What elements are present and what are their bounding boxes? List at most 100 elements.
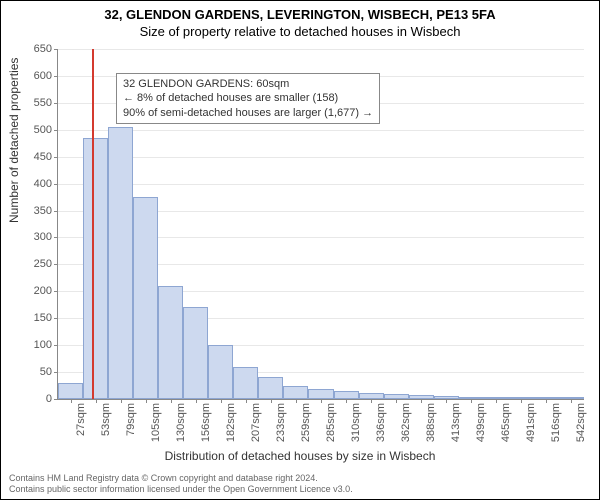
y-tick-label: 400 (8, 178, 52, 190)
x-tick (321, 399, 322, 403)
y-tick (54, 157, 58, 158)
x-tick (221, 399, 222, 403)
y-tick (54, 399, 58, 400)
y-tick (54, 237, 58, 238)
y-tick (54, 103, 58, 104)
y-tick (54, 372, 58, 373)
x-tick (396, 399, 397, 403)
x-tick (421, 399, 422, 403)
gridline (58, 130, 584, 131)
footer: Contains HM Land Registry data © Crown c… (9, 473, 353, 495)
x-tick (446, 399, 447, 403)
histogram-bar (233, 367, 258, 399)
x-tick (296, 399, 297, 403)
title-line-2: Size of property relative to detached ho… (1, 24, 599, 39)
x-tick (121, 399, 122, 403)
x-tick-label: 182sqm (225, 403, 237, 442)
x-tick (271, 399, 272, 403)
annotation-line-3: 90% of semi-detached houses are larger (… (123, 106, 373, 120)
footer-line-1: Contains HM Land Registry data © Crown c… (9, 473, 353, 484)
chart-area: 0501001502002503003504004505005506006502… (57, 49, 583, 399)
x-tick-label: 439sqm (475, 403, 487, 442)
chart-container: 32, GLENDON GARDENS, LEVERINGTON, WISBEC… (0, 0, 600, 500)
x-tick-label: 27sqm (75, 403, 87, 436)
y-tick-label: 450 (8, 151, 52, 163)
x-tick-label: 285sqm (325, 403, 337, 442)
x-tick-label: 79sqm (125, 403, 137, 436)
x-tick (371, 399, 372, 403)
x-tick-label: 207sqm (250, 403, 262, 442)
x-tick-label: 259sqm (300, 403, 312, 442)
x-tick (471, 399, 472, 403)
y-axis-label: Number of detached properties (7, 58, 21, 223)
x-tick (196, 399, 197, 403)
x-tick-label: 310sqm (350, 403, 362, 442)
x-tick (546, 399, 547, 403)
histogram-bar (58, 383, 83, 399)
histogram-bar (183, 307, 208, 399)
y-tick (54, 264, 58, 265)
y-tick-label: 50 (8, 366, 52, 378)
y-tick-label: 250 (8, 258, 52, 270)
gridline (58, 157, 584, 158)
y-tick-label: 100 (8, 339, 52, 351)
x-tick-label: 130sqm (175, 403, 187, 442)
y-tick-label: 150 (8, 312, 52, 324)
x-tick (96, 399, 97, 403)
annotation-line-2: ← 8% of detached houses are smaller (158… (123, 91, 373, 105)
x-tick-label: 233sqm (275, 403, 287, 442)
x-tick (521, 399, 522, 403)
histogram-bar (283, 386, 308, 399)
histogram-bar (83, 138, 108, 399)
y-tick (54, 318, 58, 319)
histogram-bar (208, 345, 233, 399)
x-tick-label: 542sqm (575, 403, 587, 442)
x-tick-label: 413sqm (450, 403, 462, 442)
y-tick (54, 76, 58, 77)
x-axis-label: Distribution of detached houses by size … (1, 449, 599, 463)
title-line-1: 32, GLENDON GARDENS, LEVERINGTON, WISBEC… (1, 7, 599, 22)
y-tick (54, 49, 58, 50)
x-tick-label: 53sqm (100, 403, 112, 436)
x-tick-label: 388sqm (425, 403, 437, 442)
y-tick (54, 130, 58, 131)
x-tick (146, 399, 147, 403)
property-marker-line (92, 49, 94, 399)
histogram-bar (258, 377, 283, 399)
x-tick-label: 156sqm (200, 403, 212, 442)
y-tick-label: 650 (8, 43, 52, 55)
y-tick-label: 0 (8, 393, 52, 405)
y-tick (54, 291, 58, 292)
y-tick (54, 345, 58, 346)
annotation-box: 32 GLENDON GARDENS: 60sqm← 8% of detache… (116, 73, 380, 124)
y-tick-label: 600 (8, 70, 52, 82)
histogram-bar (133, 197, 158, 399)
y-tick (54, 184, 58, 185)
x-tick (246, 399, 247, 403)
gridline (58, 49, 584, 50)
x-tick-label: 465sqm (500, 403, 512, 442)
histogram-bar (108, 127, 133, 399)
gridline (58, 184, 584, 185)
x-tick (571, 399, 572, 403)
histogram-bar (334, 391, 359, 399)
y-tick-label: 300 (8, 231, 52, 243)
x-tick-label: 105sqm (150, 403, 162, 442)
footer-line-2: Contains public sector information licen… (9, 484, 353, 495)
y-tick-label: 500 (8, 124, 52, 136)
y-tick-label: 350 (8, 205, 52, 217)
x-tick (71, 399, 72, 403)
x-tick-label: 336sqm (375, 403, 387, 442)
x-tick-label: 362sqm (400, 403, 412, 442)
plot-area: 0501001502002503003504004505005506006502… (57, 49, 584, 400)
annotation-line-1: 32 GLENDON GARDENS: 60sqm (123, 77, 373, 91)
x-tick-label: 491sqm (525, 403, 537, 442)
x-tick (346, 399, 347, 403)
histogram-bar (308, 389, 333, 399)
histogram-bar (158, 286, 183, 399)
x-tick (496, 399, 497, 403)
y-tick-label: 200 (8, 285, 52, 297)
y-tick-label: 550 (8, 97, 52, 109)
y-tick (54, 211, 58, 212)
x-tick (171, 399, 172, 403)
